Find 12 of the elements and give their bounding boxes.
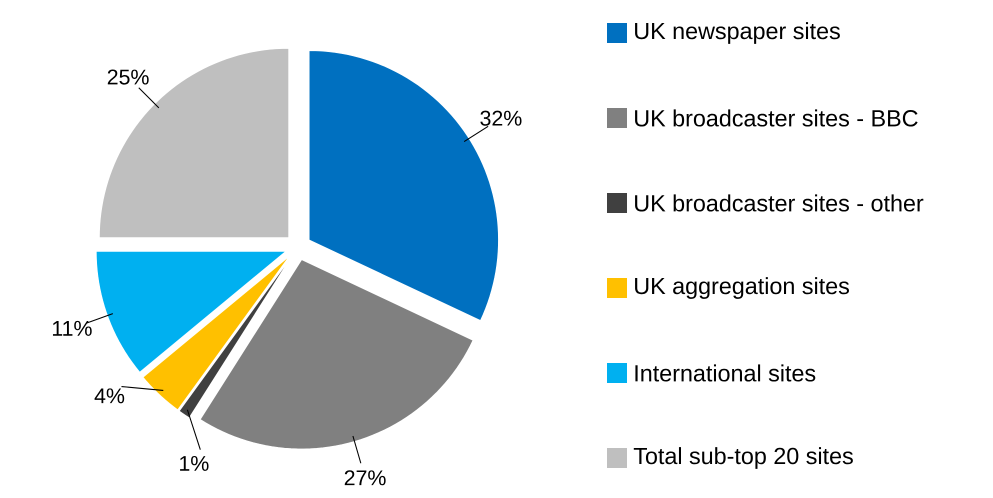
data-label: 4% [94, 388, 124, 404]
data-label: 11% [52, 320, 92, 336]
data-label: 32% [480, 110, 522, 126]
legend-label: UK aggregation sites [635, 277, 849, 299]
data-label: 25% [108, 70, 149, 85]
legend-label: Total sub-top 20 sites [634, 447, 853, 469]
legend-label: UK newspaper sites [635, 22, 840, 44]
data-label: 27% [344, 470, 386, 486]
legend-label: UK broadcaster sites - other [635, 194, 924, 212]
legend-label: International sites [635, 364, 816, 382]
legend-label: UK broadcaster sites - BBC [635, 109, 918, 127]
data-label: 1% [180, 456, 209, 471]
